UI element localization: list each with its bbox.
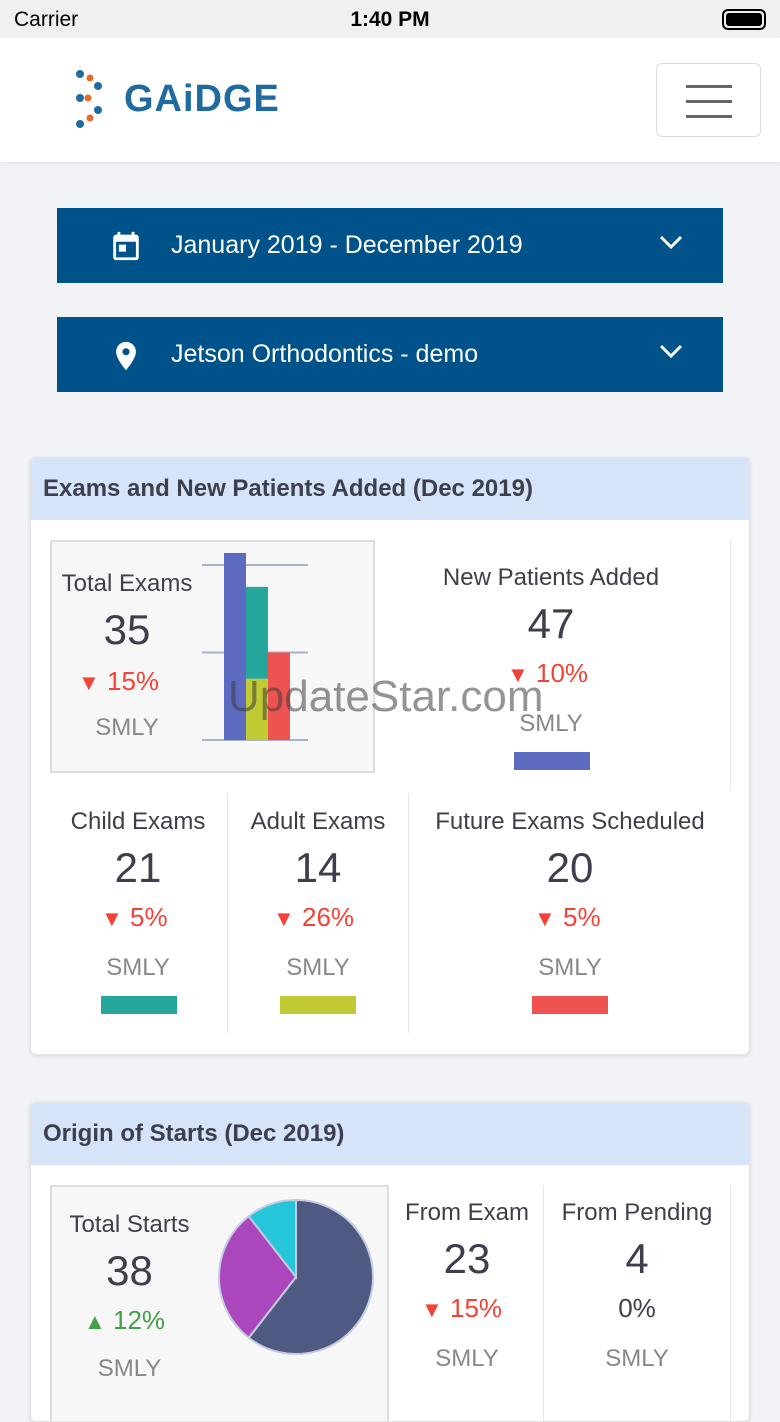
bar xyxy=(246,678,268,740)
arrow-down-icon: ▼ xyxy=(101,906,123,931)
metric-value: 20 xyxy=(546,844,594,891)
metric-change-value: 12% xyxy=(113,1305,166,1335)
carrier: Carrier xyxy=(14,8,79,31)
navbar: GAiDGE xyxy=(0,38,780,162)
metric-compare: SMLY xyxy=(435,1345,499,1372)
metric-change-value: 15% xyxy=(450,1293,503,1323)
metric-change: ▼ 15% xyxy=(421,1293,502,1324)
metric-change: ▼ 15% xyxy=(78,666,159,697)
legend-swatch xyxy=(532,996,608,1014)
metric-value: 4 xyxy=(625,1235,649,1282)
pie-slice xyxy=(247,1198,374,1355)
metric-label: New Patients Added xyxy=(442,564,660,591)
total-starts-tile[interactable]: Total Starts 38 ▲ 12% SMLY xyxy=(50,1185,389,1421)
date-range-dropdown[interactable]: January 2019 - December 2019 xyxy=(57,208,723,283)
metric-change-value: 10% xyxy=(536,658,589,688)
metric-change-value: 15% xyxy=(107,666,160,696)
arrow-down-icon: ▼ xyxy=(78,670,100,695)
metric-label: From Pending xyxy=(561,1199,713,1226)
metric-change: ▼ 5% xyxy=(101,902,168,933)
total-exams-tile[interactable]: Total Exams 35 ▼ 15% SMLY xyxy=(50,540,375,773)
metric-label: From Exam xyxy=(404,1199,529,1226)
calendar-icon xyxy=(113,231,139,261)
exams-card: Exams and New Patients Added (Dec 2019) … xyxy=(30,457,750,1055)
metric-compare: SMLY xyxy=(95,714,159,741)
metric-compare: SMLY xyxy=(538,954,602,981)
bar xyxy=(246,586,268,679)
metric-label: Total Starts xyxy=(69,1211,190,1238)
metric-compare: SMLY xyxy=(519,710,583,737)
clock: 1:40 PM xyxy=(350,8,430,31)
metric-label: Total Exams xyxy=(61,570,193,597)
bar xyxy=(268,652,290,740)
metric-value: 47 xyxy=(527,600,575,647)
metric-change: ▼ 5% xyxy=(534,902,601,933)
metric-change-value: 5% xyxy=(563,902,601,932)
arrow-down-icon: ▼ xyxy=(273,906,295,931)
chevron-down-icon xyxy=(659,344,683,359)
legend-swatch xyxy=(280,996,356,1014)
metric-change: 0% xyxy=(618,1293,656,1323)
metric-change-value: 26% xyxy=(302,902,355,932)
metric-change: ▼ 10% xyxy=(507,658,588,689)
hamburger-menu-button[interactable] xyxy=(656,63,761,137)
metric-label: Adult Exams xyxy=(250,808,386,835)
metric-compare: SMLY xyxy=(97,1355,162,1382)
card-title: Origin of Starts (Dec 2019) xyxy=(31,1103,749,1165)
legend-swatch xyxy=(514,752,590,770)
metric-change: ▲ 12% xyxy=(84,1305,165,1336)
location-value: Jetson Orthodontics - demo xyxy=(171,340,479,368)
location-pin-icon xyxy=(116,341,136,371)
exams-bar-chart xyxy=(202,553,308,741)
metric-compare: SMLY xyxy=(106,954,170,981)
metric-change: ▼ 26% xyxy=(273,902,354,933)
logo-text: GAiDGE xyxy=(124,77,280,120)
starts-card: Origin of Starts (Dec 2019) Total Starts… xyxy=(30,1102,750,1422)
battery-icon xyxy=(722,9,766,30)
metric-compare: SMLY xyxy=(286,954,350,981)
metric-change-value: 5% xyxy=(130,902,168,932)
metric-value: 21 xyxy=(114,844,162,891)
chevron-down-icon xyxy=(659,235,683,250)
arrow-down-icon: ▼ xyxy=(421,1297,443,1322)
card-title: Exams and New Patients Added (Dec 2019) xyxy=(31,458,749,520)
metric-value: 23 xyxy=(443,1235,491,1282)
pie-slice xyxy=(247,1198,297,1280)
metric-compare: SMLY xyxy=(605,1345,669,1372)
logo-dots-icon xyxy=(76,70,102,128)
arrow-down-icon: ▼ xyxy=(507,662,529,687)
location-dropdown[interactable]: Jetson Orthodontics - demo xyxy=(57,317,723,392)
metric-label: Future Exams Scheduled xyxy=(435,808,705,835)
logo: GAiDGE xyxy=(74,68,280,130)
starts-pie-chart xyxy=(218,1198,374,1355)
legend-swatch xyxy=(101,996,177,1014)
metric-value: 14 xyxy=(294,844,342,891)
arrow-down-icon: ▼ xyxy=(534,906,556,931)
arrow-up-icon: ▲ xyxy=(84,1309,106,1334)
date-range-value: January 2019 - December 2019 xyxy=(171,231,523,259)
bar xyxy=(224,553,246,740)
metric-label: Child Exams xyxy=(70,808,206,835)
metric-value: 35 xyxy=(103,606,151,653)
metric-value: 38 xyxy=(106,1247,153,1294)
status-bar: Carrier 1:40 PM xyxy=(0,0,780,38)
pie-slice xyxy=(218,1214,298,1340)
